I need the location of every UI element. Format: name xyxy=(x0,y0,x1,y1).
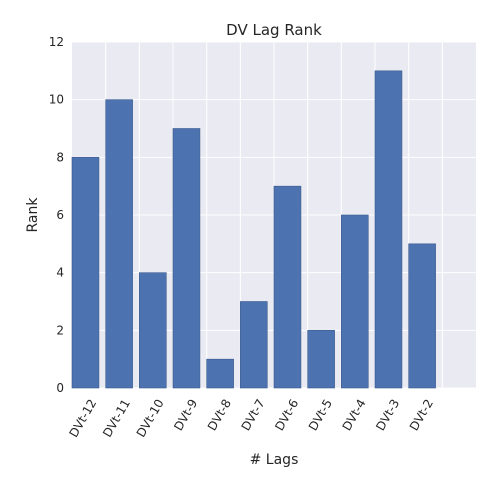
x-tick-label: DVt-11 xyxy=(100,397,133,440)
bar-dvt-2 xyxy=(408,243,436,389)
x-tick-label: DVt-5 xyxy=(306,397,335,433)
x-tick-labels: DVt-12 DVt-11 DVt-10 DVt-9 DVt-8 DVt-7 DVt-6 DV… xyxy=(66,397,436,440)
y-tick-label: 6 xyxy=(56,208,64,222)
bar-dvt-7 xyxy=(240,301,268,389)
x-tick-label: DVt-9 xyxy=(171,397,200,433)
bar-dvt-9 xyxy=(172,128,201,389)
chart-title: DV Lag Rank xyxy=(226,21,322,39)
x-tick-label: DVt-12 xyxy=(66,397,99,440)
bar-dvt-10 xyxy=(139,272,167,389)
x-tick-label: DVt-6 xyxy=(272,397,301,433)
x-tick-label: DVt-2 xyxy=(407,397,436,433)
bar-dvt-12 xyxy=(71,157,100,389)
y-tick-label: 0 xyxy=(56,381,64,395)
y-tick-label: 12 xyxy=(49,35,64,49)
bar-dvt-4 xyxy=(341,214,369,389)
y-tick-label: 10 xyxy=(49,93,64,107)
bar-dvt-11 xyxy=(105,99,133,389)
y-axis-label: Rank xyxy=(25,197,41,233)
x-tick-label: DVt-3 xyxy=(373,397,402,433)
x-tick-label: DVt-8 xyxy=(205,397,234,433)
bar-dvt-3 xyxy=(374,70,403,389)
x-tick-label: DVt-10 xyxy=(134,397,167,440)
bar-dvt-6 xyxy=(273,185,302,389)
bars xyxy=(71,70,436,389)
bar-dvt-8 xyxy=(206,358,234,389)
x-tick-label: DVt-4 xyxy=(340,397,369,433)
x-tick-label: DVt-7 xyxy=(239,397,268,433)
bar-dvt-5 xyxy=(307,330,335,389)
y-tick-label: 4 xyxy=(56,266,64,280)
y-tick-labels: 0 2 4 6 8 10 12 xyxy=(49,35,64,395)
y-tick-label: 8 xyxy=(56,150,64,164)
y-tick-label: 2 xyxy=(56,323,64,337)
x-axis-label: # Lags xyxy=(250,452,299,468)
